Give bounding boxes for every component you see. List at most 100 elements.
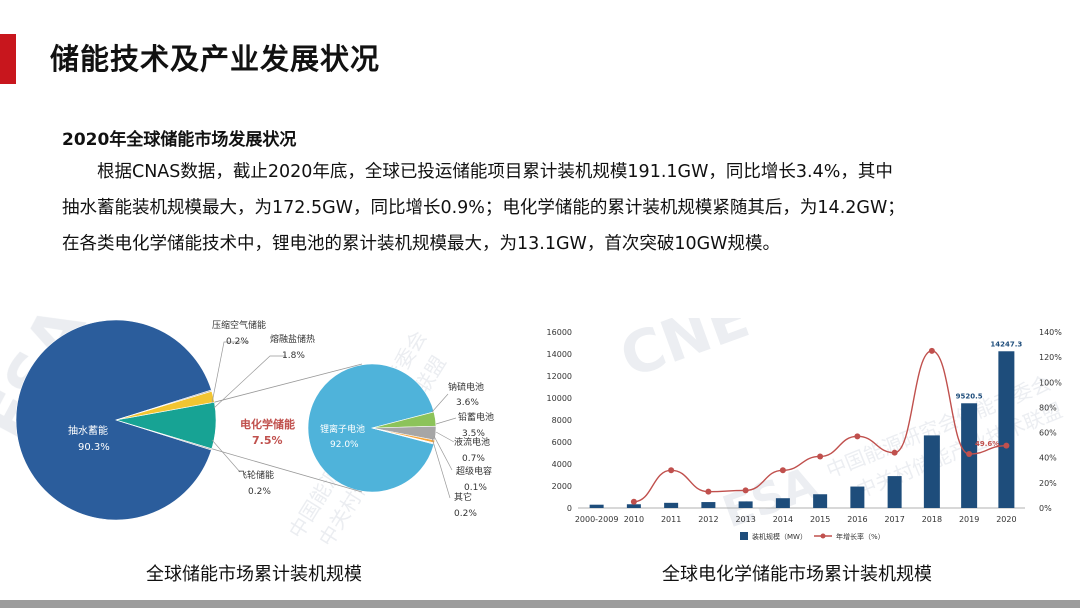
data-label-1: 14247.3 — [990, 340, 1022, 348]
legend-swatch-bars — [740, 532, 748, 540]
connector-bottom — [211, 448, 363, 493]
bar-4 — [738, 501, 753, 508]
pie-connectors — [211, 363, 363, 493]
x-tick-11: 2020 — [996, 515, 1016, 524]
growth-point-10 — [966, 450, 973, 457]
y-tick-8: 16000 — [547, 328, 572, 337]
global-storage-pie-chart: ESA 中国能源研究会储能专委会 中关村储能产业技术联盟 抽水蓄能90.3%电化… — [0, 300, 494, 551]
bar-9 — [923, 435, 940, 508]
growth-point-2 — [668, 467, 675, 474]
y-tick-0: 0 — [567, 504, 572, 513]
caption-right: 全球电化学储能市场累计装机规模 — [662, 564, 932, 585]
pie-main-slice-0 — [15, 319, 212, 521]
bar-3 — [701, 502, 716, 508]
leader-other — [431, 437, 451, 499]
y-tick-4: 8000 — [552, 416, 572, 425]
bar-0 — [589, 504, 604, 508]
value-supercap: 0.1% — [464, 483, 487, 493]
value-li-ion: 92.0% — [330, 440, 359, 450]
pie-main — [15, 319, 217, 521]
leader-flywheel — [211, 439, 241, 473]
growth-point-3 — [705, 488, 712, 495]
bar-8 — [887, 476, 902, 508]
y-tick-5: 10000 — [547, 394, 572, 403]
y2-tick-1: 20% — [1039, 479, 1057, 488]
leader-flow — [435, 431, 455, 443]
body-paragraph: 根据CNAS数据，截止2020年底，全球已投运储能项目累计装机规模191.1GW… — [62, 154, 1022, 262]
body-line-1: 根据CNAS数据，截止2020年底，全球已投运储能项目累计装机规模191.1GW… — [97, 162, 893, 182]
connector-top — [214, 363, 363, 403]
label-supercap: 超级电容 — [456, 465, 492, 477]
x-tick-4: 2013 — [735, 515, 755, 524]
y2-tick-3: 60% — [1039, 429, 1057, 438]
growth-line-series — [630, 347, 1010, 505]
legend-label-line: 年增长率（%） — [836, 532, 885, 541]
value-flywheel: 0.2% — [248, 487, 271, 497]
x-tick-5: 2014 — [773, 515, 793, 524]
value-electrochem: 7.5% — [252, 434, 283, 447]
leader-supercap — [433, 435, 453, 471]
y-tick-6: 12000 — [547, 372, 572, 381]
page-title: 储能技术及产业发展状况 — [50, 42, 381, 76]
watermark-esa-right: ESA — [716, 458, 823, 539]
bar-legend: 装机规模（MW） 年增长率（%） — [740, 532, 885, 541]
y2-tick-7: 140% — [1039, 328, 1062, 337]
bar-7 — [850, 486, 865, 508]
label-pumped-hydro: 抽水蓄能 — [68, 424, 108, 437]
y-tick-2: 4000 — [552, 460, 572, 469]
body-line-3: 在各类电化学储能技术中，锂电池的累计装机规模最大，为13.1GW，首次突破10G… — [62, 234, 780, 254]
x-tick-3: 2012 — [698, 515, 718, 524]
leader-nas — [431, 393, 449, 413]
watermark-cne: CNE — [612, 318, 758, 391]
y2-tick-2: 40% — [1039, 454, 1057, 463]
pie-sub-slice-0 — [307, 363, 435, 493]
body-line-2: 抽水蓄能装机规模最大，为172.5GW，同比增长0.9%；电化学储能的累计装机规… — [62, 198, 905, 218]
bar-5 — [775, 498, 790, 508]
x-tick-10: 2019 — [959, 515, 979, 524]
value-lead: 3.5% — [462, 429, 485, 439]
growth-point-5 — [779, 467, 786, 474]
legend-swatch-line-dot — [820, 533, 826, 539]
pie-labels: 抽水蓄能 90.3% 电化学储能 7.5% 压缩空气储能 0.2% 熔融盐储热 1.8% 飞轮储… — [68, 319, 494, 519]
value-pumped-hydro: 90.3% — [78, 442, 110, 453]
legend-label-bars: 装机规模（MW） — [752, 532, 807, 541]
growth-line — [633, 350, 1007, 503]
bottom-bar — [0, 600, 1080, 608]
growth-point-4 — [742, 487, 749, 494]
section-title: 2020年全球储能市场发展状况 — [62, 130, 297, 150]
growth-point-8 — [891, 449, 898, 456]
label-lead: 铅蓄电池 — [458, 411, 494, 423]
label-other: 其它 — [454, 491, 472, 503]
data-label-2: 49.6% — [975, 440, 999, 448]
electrochemical-storage-bar-chart: CNE 中国能源研究会储能专委会 中关村储能产业技术联盟 ESA 0 2000 40… — [547, 318, 1066, 541]
leader-molten-salt — [213, 355, 286, 409]
value-nas: 3.6% — [456, 398, 479, 408]
label-li-ion: 锂离子电池 — [320, 423, 365, 435]
growth-point-11 — [1003, 442, 1010, 449]
label-electrochem: 电化学储能 — [240, 417, 295, 431]
y-tick-3: 6000 — [552, 438, 572, 447]
pie-main-slice-4 — [115, 419, 213, 451]
label-flywheel: 飞轮储能 — [238, 469, 274, 481]
value-other: 0.2% — [454, 509, 477, 519]
y-tick-1: 2000 — [552, 482, 572, 491]
pie-sub — [307, 363, 437, 493]
y2-tick-5: 100% — [1039, 378, 1062, 387]
x-tick-9: 2018 — [922, 515, 942, 524]
x-tick-6: 2015 — [810, 515, 830, 524]
bar-1 — [626, 504, 641, 508]
x-tick-1: 2010 — [624, 515, 644, 524]
y2-tick-6: 120% — [1039, 353, 1062, 362]
data-label-0: 9520.5 — [956, 392, 983, 400]
value-molten-salt: 1.8% — [282, 351, 305, 361]
growth-point-9 — [928, 347, 935, 354]
bar-labels: 9520.5 14247.3 49.6% — [956, 340, 1023, 448]
leader-lead — [435, 417, 457, 425]
value-compressed-air: 0.2% — [226, 337, 249, 347]
growth-point-6 — [817, 453, 824, 460]
y2-tick-4: 80% — [1039, 403, 1057, 412]
label-molten-salt: 熔融盐储热 — [270, 333, 315, 345]
bar-axes: 0 2000 4000 6000 8000 10000 12000 14000 16000 0% 2… — [547, 328, 1063, 524]
value-flow: 0.7% — [462, 454, 485, 464]
growth-point-1 — [630, 498, 637, 505]
